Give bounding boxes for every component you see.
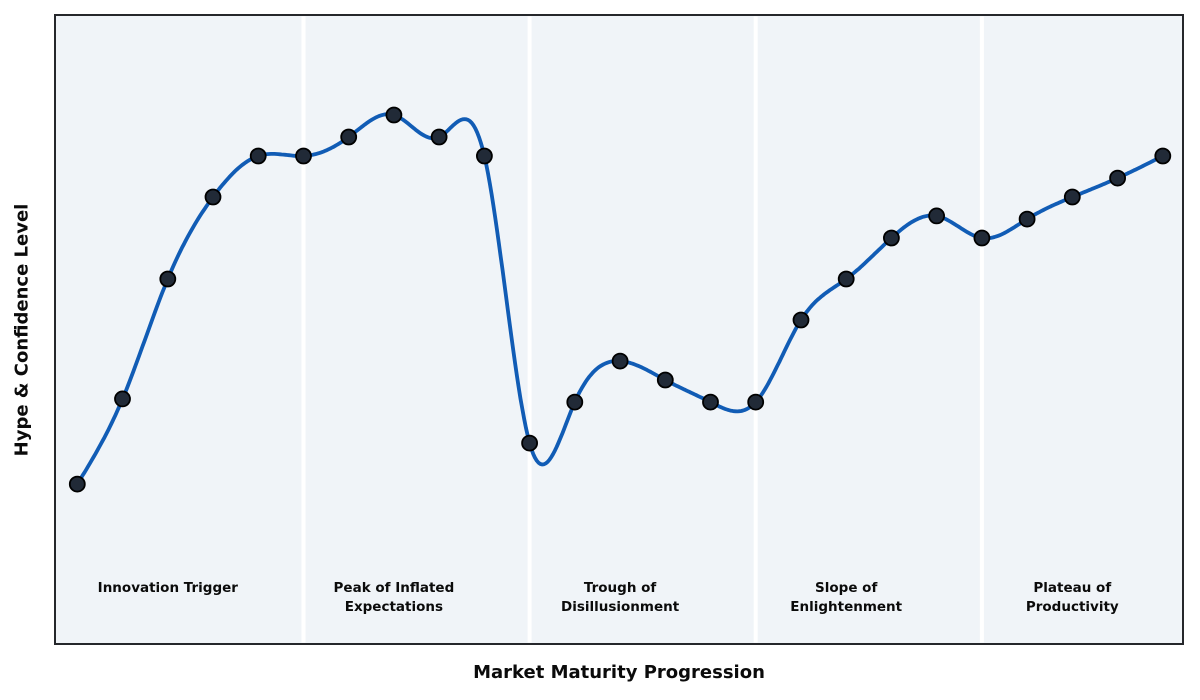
data-point-marker [702,393,719,411]
data-point-marker [566,393,584,411]
data-point-marker [385,106,403,124]
data-point-marker [204,188,222,206]
data-point-marker [340,128,358,146]
phase-label: Trough of Disillusionment [560,580,680,615]
phase-label: Slope of Enlightenment [790,580,903,615]
phase-label: Innovation Trigger [97,580,238,596]
data-point-marker [1154,147,1172,165]
data-point-marker [430,128,448,146]
data-point-marker [656,371,674,389]
plot-area [54,14,1184,645]
data-point-marker [475,147,493,165]
data-point-marker [159,270,177,288]
data-point-marker [68,475,86,493]
data-point-marker [1063,188,1081,206]
data-point-marker [792,311,810,329]
y-axis-label: Hype & Confidence Level [11,203,33,457]
phase-dividers [301,16,984,643]
data-point-marker [747,393,765,411]
phase-label: Peak of Inflated Expectations [333,580,455,615]
data-point-marker [249,147,267,165]
data-point-marker [973,229,991,247]
data-point-marker [1109,169,1126,187]
data-point-marker [521,434,538,452]
data-point-marker [611,352,629,370]
data-point-marker [295,147,312,165]
x-axis-label: Market Maturity Progression [473,662,765,683]
data-point-marker [883,229,900,247]
data-point-marker [1018,210,1036,228]
data-point-marker [928,207,945,225]
data-point-marker [114,390,131,408]
hype-curve [75,112,1165,486]
data-point-markers [68,106,1172,493]
phase-label: Plateau of Productivity [1025,580,1119,615]
data-point-marker [837,270,855,288]
